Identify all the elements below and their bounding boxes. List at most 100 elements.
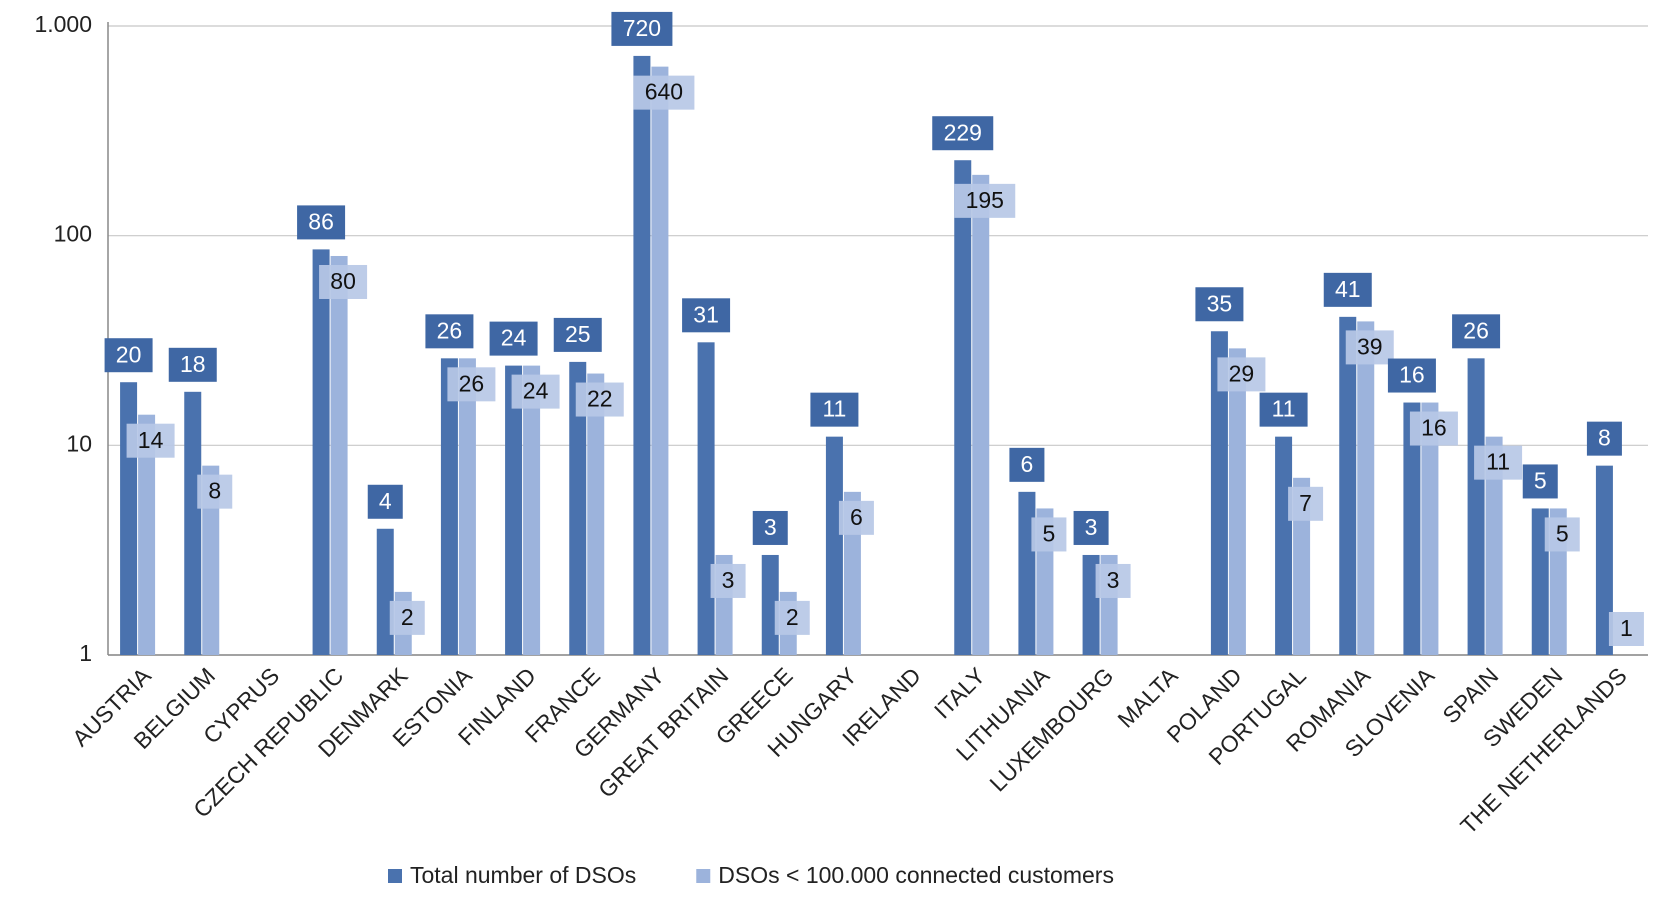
data-label: 3 [722, 567, 735, 593]
bar [1467, 358, 1485, 655]
legend-swatch [388, 869, 402, 883]
bar [825, 436, 843, 655]
data-label: 26 [459, 370, 485, 396]
data-label: 229 [944, 119, 982, 145]
data-label: 18 [180, 351, 206, 377]
legend-label: Total number of DSOs [410, 862, 636, 888]
data-label-box [1387, 358, 1436, 393]
data-label: 8 [208, 478, 221, 504]
data-label-box [682, 298, 731, 333]
data-label-box [389, 600, 425, 635]
bar [1018, 491, 1036, 655]
data-label: 11 [822, 396, 846, 422]
bar [440, 358, 458, 655]
data-label: 720 [623, 15, 661, 41]
data-label: 86 [308, 208, 334, 234]
data-label-box [1409, 411, 1458, 446]
bar [1357, 321, 1375, 655]
data-label-box [1031, 517, 1067, 552]
data-label: 26 [1463, 317, 1489, 343]
data-label: 11 [1272, 396, 1296, 422]
data-label: 6 [850, 504, 863, 530]
data-label: 14 [138, 427, 164, 453]
bar [1339, 316, 1357, 655]
y-tick-label: 100 [54, 221, 92, 247]
data-label: 39 [1357, 333, 1383, 359]
data-label-box [1073, 510, 1109, 545]
data-label-box [1586, 421, 1622, 456]
bar [651, 66, 669, 656]
data-label-box [633, 75, 695, 110]
data-label: 80 [330, 268, 356, 294]
bar [312, 249, 330, 656]
bar [202, 465, 220, 655]
data-label: 5 [1556, 521, 1569, 547]
bar [1228, 348, 1246, 655]
data-label: 24 [501, 325, 527, 351]
data-label: 6 [1021, 451, 1034, 477]
data-label-box [1009, 447, 1045, 482]
data-label-box [511, 374, 560, 409]
data-label-box [126, 423, 175, 458]
bar [523, 365, 541, 655]
data-label-box [810, 392, 859, 427]
data-label: 11 [1486, 449, 1510, 475]
data-label: 8 [1598, 425, 1611, 451]
data-label: 41 [1335, 276, 1361, 302]
data-label-box [425, 314, 474, 349]
data-label-box [1544, 517, 1580, 552]
bar [954, 160, 972, 655]
data-label-box [752, 510, 788, 545]
bar [1485, 436, 1503, 655]
data-label-box [1608, 612, 1644, 646]
y-tick-label: 1.000 [34, 11, 92, 37]
data-label: 1 [1620, 615, 1633, 641]
data-label: 7 [1299, 490, 1312, 516]
data-label-box [319, 264, 368, 299]
data-label-box [197, 474, 233, 509]
data-label: 16 [1421, 415, 1447, 441]
data-label-box [1217, 357, 1266, 392]
bar [330, 255, 348, 655]
data-label-box [1323, 272, 1372, 307]
data-label-box [1474, 445, 1523, 480]
data-label-box [611, 11, 673, 46]
y-tick-label: 1 [79, 640, 92, 666]
bar [569, 361, 587, 655]
data-label: 195 [966, 187, 1004, 213]
bar [376, 528, 394, 655]
data-label: 16 [1399, 362, 1425, 388]
bar [1421, 402, 1439, 655]
bar [1595, 465, 1613, 655]
bar [1403, 402, 1421, 655]
data-label: 31 [693, 301, 719, 327]
legend-swatch [696, 869, 711, 883]
bar [184, 391, 202, 655]
data-label: 3 [1085, 514, 1098, 540]
data-label: 25 [565, 321, 591, 347]
bar [972, 174, 990, 655]
data-label: 5 [1043, 521, 1056, 547]
bar [1293, 477, 1311, 655]
y-tick-label: 10 [66, 430, 92, 456]
bar [120, 382, 138, 655]
data-label-box [1288, 486, 1324, 521]
data-label-box [1345, 330, 1394, 365]
data-label: 3 [1107, 567, 1120, 593]
bar [505, 365, 523, 655]
bar [633, 55, 651, 656]
bar [1275, 436, 1293, 655]
data-label: 26 [437, 317, 463, 343]
data-label-box [575, 382, 624, 417]
data-label-box [104, 338, 153, 373]
data-label-box [489, 321, 538, 356]
bar [587, 373, 605, 655]
data-label: 4 [379, 488, 392, 514]
bar [761, 554, 779, 655]
data-label-box [1195, 287, 1244, 322]
data-label: 24 [523, 378, 549, 404]
data-label: 20 [116, 341, 142, 367]
legend-label: DSOs < 100.000 connected customers [718, 862, 1114, 888]
data-label-box [1259, 392, 1308, 427]
